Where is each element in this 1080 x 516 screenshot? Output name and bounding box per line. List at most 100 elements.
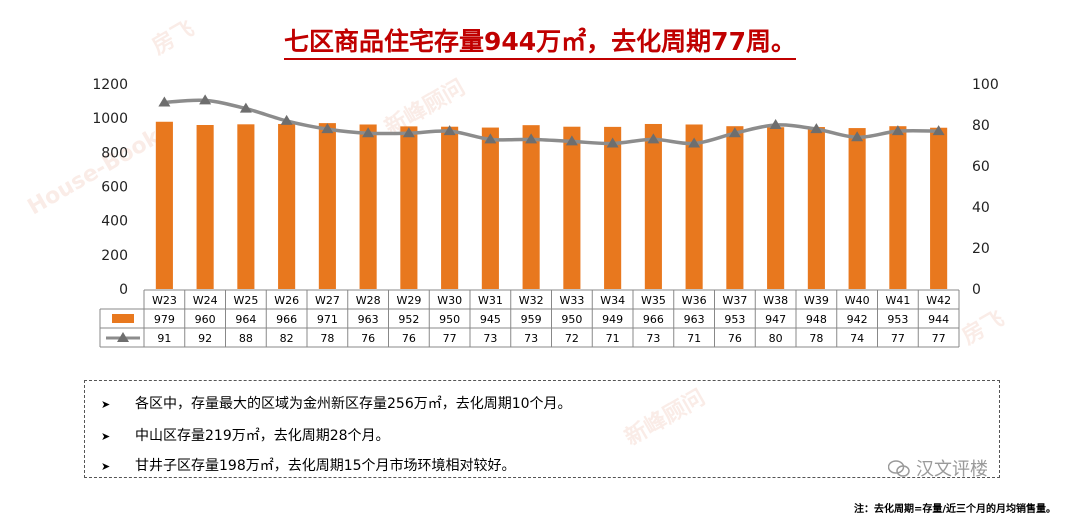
bar [196,125,214,289]
line-point [891,125,904,136]
bar [318,123,336,289]
bar-data-label: 952 [398,313,419,326]
page-title: 七区商品住宅存量944万㎡，去化周期77周。 [0,22,1080,60]
line-point [525,133,538,144]
bar-data-label: 963 [358,313,379,326]
bar [685,124,703,289]
line-data-label: 73 [483,332,497,345]
bar-data-label: 944 [928,313,949,326]
x-axis-tick-label: W33 [559,294,584,307]
bar-data-label: 963 [684,313,705,326]
bar [441,126,459,289]
right-axis-tick-label: 80 [972,118,990,134]
x-axis-tick-label: W32 [519,294,544,307]
line-data-label: 91 [157,332,171,345]
line-point [280,114,293,125]
line-point [810,123,823,134]
line-data-label: 76 [402,332,416,345]
note-item: ➤ 甘井子区存量198万㎡，去化周期15个月市场环境相对较好。 [101,458,516,474]
line-point [932,125,945,136]
bar [848,128,866,289]
right-axis-tick-label: 20 [972,241,990,257]
bar [481,127,499,289]
bar-data-label: 950 [439,313,460,326]
left-axis-tick-label: 0 [119,282,128,298]
bullet-arrow-icon: ➤ [101,460,111,473]
bar [644,123,662,289]
bullet-arrow-icon: ➤ [101,398,111,411]
legend-key-marker [117,332,129,342]
bar [930,127,948,289]
bar-data-label: 979 [154,313,175,326]
right-axis-tick-label: 60 [972,159,990,175]
x-axis-tick-label: W27 [315,294,340,307]
bar [522,125,540,289]
line-point [158,96,171,107]
line-data-label: 73 [646,332,660,345]
bar [278,123,296,289]
line-data-label: 78 [809,332,823,345]
bar [726,126,744,289]
right-axis-tick-label: 100 [972,77,999,93]
bar-data-label: 966 [276,313,297,326]
bar [604,126,622,289]
bar-data-label: 953 [724,313,745,326]
bar [889,126,907,289]
line-data-label: 73 [524,332,538,345]
line-data-label: 80 [769,332,783,345]
left-axis-tick-label: 1200 [92,77,128,93]
legend-key-bar [112,314,134,323]
x-axis-tick-label: W37 [722,294,747,307]
line-data-label: 82 [280,332,294,345]
bar-data-label: 964 [235,313,256,326]
line-data-label: 77 [891,332,905,345]
bar-data-label: 948 [806,313,827,326]
line-point [851,131,864,142]
bar [563,126,581,289]
line-point [443,125,456,136]
line-point [688,137,701,148]
line-data-label: 77 [443,332,457,345]
bar-data-label: 947 [765,313,786,326]
left-axis-tick-label: 600 [101,180,128,196]
left-axis-tick-label: 1000 [92,111,128,127]
line-point [484,133,497,144]
line-point [728,127,741,138]
line-point [321,123,334,134]
x-axis-tick-label: W26 [274,294,299,307]
line-data-label: 71 [687,332,701,345]
line-data-label: 74 [850,332,864,345]
line-point [199,94,212,105]
line-point [606,137,619,148]
bar-data-label: 960 [195,313,216,326]
right-axis-tick-label: 0 [972,282,981,298]
line-data-label: 78 [320,332,334,345]
line-data-label: 76 [361,332,375,345]
line-data-label: 76 [728,332,742,345]
bullet-arrow-icon: ➤ [101,430,111,443]
x-axis-tick-label: W31 [478,294,503,307]
left-axis-tick-label: 200 [101,248,128,264]
line-data-label: 88 [239,332,253,345]
line-point [239,102,252,113]
bar-data-label: 945 [480,313,501,326]
line-point [769,119,782,129]
bar-data-label: 959 [521,313,542,326]
note-item: ➤ 中山区存量219万㎡，去化周期28个月。 [101,428,390,444]
line-data-label: 72 [565,332,579,345]
x-axis-tick-label: W24 [193,294,218,307]
x-axis-tick-label: W41 [885,294,910,307]
bar-data-label: 971 [317,313,338,326]
note-item: ➤ 各区中，存量最大的区域为金州新区存量256万㎡，去化周期10个月。 [101,396,572,412]
x-axis-tick-label: W40 [845,294,870,307]
wechat-icon [888,460,910,477]
left-axis-tick-label: 800 [101,145,128,161]
bar [155,121,173,289]
x-axis-tick-label: W29 [396,294,421,307]
bar [359,124,377,289]
left-axis-tick-label: 400 [101,214,128,230]
line-point [362,127,375,138]
bar [237,124,255,289]
x-axis-tick-label: W42 [926,294,951,307]
x-axis-tick-label: W38 [763,294,788,307]
